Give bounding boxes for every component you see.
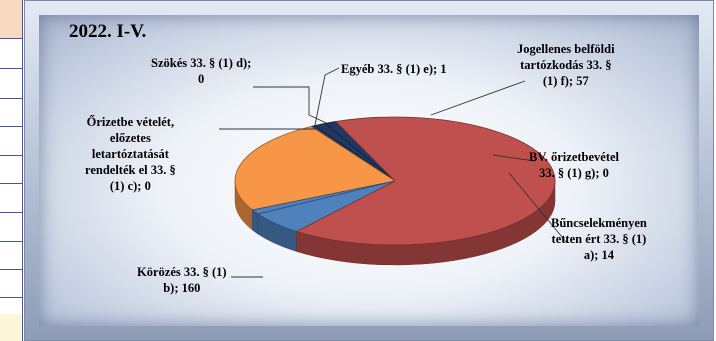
label-orizet: Őrizetbe vételét, előzetes letartóztatását… xyxy=(85,115,176,193)
strip-row-line xyxy=(0,155,22,156)
strip-row-line xyxy=(0,212,22,213)
left-table-strip xyxy=(0,0,23,341)
leader-szokes xyxy=(253,86,336,128)
strip-row-line xyxy=(0,98,22,99)
strip-row-line xyxy=(0,38,22,39)
strip-row-line xyxy=(0,269,22,270)
label-jogellenes: Jogellenes belföldi tartózkodás 33. § (1) … xyxy=(517,42,615,88)
strip-row-line xyxy=(0,297,22,298)
label-bv: BV. őrizetbevétel 33. § (1) g); 0 xyxy=(529,150,620,180)
leader-bv xyxy=(492,154,536,162)
leader-jogellenes xyxy=(430,80,526,116)
label-szokes: Szökés 33. § (1) d); 0 xyxy=(151,56,252,86)
chart-area: 2022. I-V. Szökés 33. § (1) d); 0 Egyéb 3… xyxy=(39,15,699,326)
leader-egyeb xyxy=(314,67,340,132)
strip-bottom-cell xyxy=(0,314,22,341)
strip-row-line xyxy=(0,183,22,184)
pie-slice-korozes xyxy=(295,116,556,246)
label-buncselekmeny: Bűncselekményen tetten ért 33. § (1) a); 1… xyxy=(551,216,647,262)
label-egyeb: Egyéb 33. § (1) e); 1 xyxy=(341,62,447,76)
strip-row-line xyxy=(0,241,22,242)
strip-row-line xyxy=(0,68,22,69)
label-korozes: Körözés 33. § (1) b); 160 xyxy=(137,265,227,295)
strip-top-cell xyxy=(0,0,22,38)
chart-title: 2022. I-V. xyxy=(69,21,147,42)
leader-buncselekmeny xyxy=(508,172,568,244)
pie-chart xyxy=(219,67,568,278)
strip-row-line xyxy=(0,126,22,127)
chart-frame: 2022. I-V. Szökés 33. § (1) d); 0 Egyéb 3… xyxy=(24,0,714,341)
